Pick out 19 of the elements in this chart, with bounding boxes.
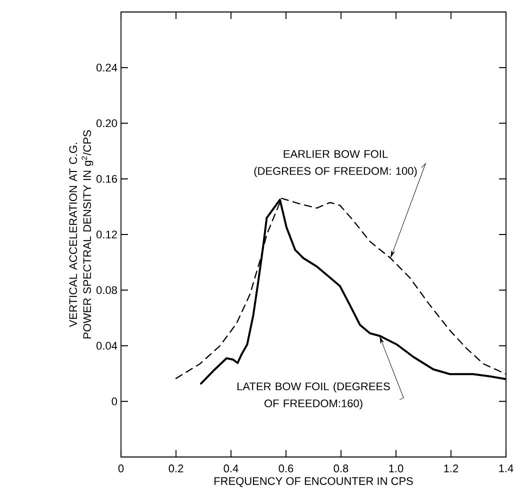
y-tick-label: 0.08 [96,286,117,294]
x-tick-label: 1.0 [389,464,404,472]
x-tick-label: 0.8 [334,464,348,472]
y-tick-label: 0.16 [96,174,117,183]
y-tick-label: 0.20 [96,119,118,128]
x-tick-label: 1.4 [499,464,514,472]
x-tick-label: 0.4 [224,464,238,472]
x-tick-label: 0 [118,464,124,472]
x-axis-title: FREQUENCY OF ENCOUNTER IN CPS [214,477,413,487]
y-tick-label: 0.24 [96,64,118,72]
annotation: LATER BOW FOIL (DEGREES OF FREEDOM:160) [238,382,390,410]
y-tick-label: 0 [112,397,118,406]
y-axis-title: VERTICAL ACCELERATION AT C.G. POWER SPECTRAL DENSITY IN g$^{2}$/CPS [69,130,94,338]
y-tick-label: 0.12 [96,230,117,238]
x-tick-label: 0.6 [278,464,294,472]
x-tick-label: 0.2 [168,464,184,472]
y-tick-label: 0.04 [96,342,118,350]
x-tick-label: 1.2 [444,464,458,472]
annotation: EARLIER BOW FOIL (DEGREES OF FREEDOM: 100) [254,150,417,178]
